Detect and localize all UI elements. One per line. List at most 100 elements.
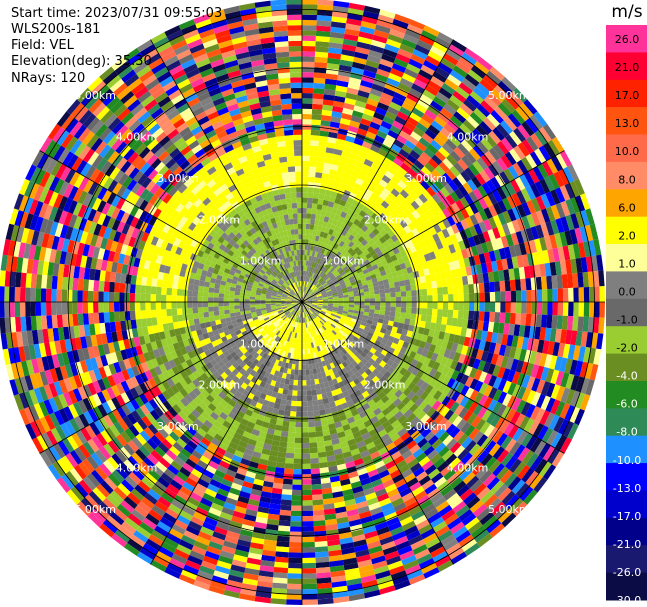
velocity-gate — [538, 127, 552, 143]
velocity-gate — [539, 237, 548, 251]
velocity-gate — [480, 137, 493, 151]
velocity-gate — [536, 379, 546, 394]
velocity-gate — [433, 345, 442, 355]
velocity-gate — [288, 426, 296, 433]
velocity-gate — [399, 77, 414, 88]
velocity-gate — [290, 411, 297, 417]
velocity-gate — [325, 211, 332, 218]
velocity-gate — [549, 328, 557, 342]
velocity-gate — [353, 290, 359, 294]
velocity-gate — [306, 304, 311, 309]
velocity-gate — [375, 326, 382, 332]
velocity-gate — [399, 189, 410, 199]
velocity-gate — [314, 546, 329, 553]
velocity-gate — [463, 238, 471, 249]
velocity-gate — [483, 219, 493, 231]
velocity-gate — [346, 344, 353, 350]
velocity-gate — [435, 354, 444, 364]
velocity-gate — [431, 337, 439, 346]
velocity-gate — [302, 187, 308, 193]
velocity-gate — [311, 234, 317, 241]
velocity-gate — [369, 88, 383, 98]
velocity-gate — [306, 202, 313, 209]
velocity-gate — [454, 361, 463, 373]
velocity-gate — [462, 410, 473, 422]
velocity-gate — [382, 208, 391, 217]
velocity-gate — [411, 384, 421, 395]
velocity-gate — [316, 394, 323, 400]
velocity-gate — [348, 175, 358, 183]
velocity-gate — [424, 366, 433, 376]
velocity-gate — [287, 389, 293, 396]
velocity-gate — [302, 458, 311, 464]
velocity-gate — [497, 80, 513, 96]
velocity-gate — [302, 82, 314, 89]
velocity-gate — [361, 281, 368, 286]
velocity-gate — [390, 254, 398, 262]
velocity-gate — [327, 52, 342, 60]
velocity-gate — [354, 100, 367, 109]
velocity-gate — [345, 184, 353, 193]
velocity-gate — [446, 226, 455, 237]
velocity-gate — [467, 236, 476, 248]
velocity-gate — [469, 443, 481, 456]
velocity-gate — [348, 309, 354, 313]
velocity-gate — [333, 281, 340, 286]
velocity-gate — [599, 286, 605, 302]
velocity-gate — [526, 290, 532, 302]
velocity-gate — [281, 494, 292, 501]
velocity-gate — [345, 270, 352, 276]
velocity-gate — [534, 326, 541, 340]
velocity-gate — [328, 252, 334, 259]
velocity-gate — [359, 168, 369, 177]
velocity-gate — [305, 265, 308, 271]
velocity-gate — [359, 274, 366, 280]
velocity-gate — [379, 360, 387, 368]
velocity-gate — [453, 111, 467, 124]
velocity-gate — [463, 355, 471, 366]
velocity-gate — [482, 272, 490, 283]
velocity-gate — [536, 302, 543, 315]
velocity-gate — [272, 577, 288, 584]
velocity-gate — [521, 337, 530, 350]
velocity-gate — [431, 154, 443, 166]
velocity-gate — [338, 321, 344, 326]
velocity-gate — [394, 115, 407, 126]
velocity-gate — [550, 204, 561, 220]
velocity-gate — [446, 215, 456, 227]
velocity-gate — [316, 230, 321, 237]
velocity-gate — [337, 204, 345, 212]
velocity-gate — [295, 422, 302, 428]
velocity-gate — [477, 232, 486, 244]
velocity-gate — [324, 189, 332, 196]
velocity-gate — [324, 276, 330, 281]
velocity-gate — [588, 347, 597, 364]
velocity-gate — [459, 123, 472, 136]
velocity-gate — [504, 280, 511, 292]
velocity-gate — [583, 302, 590, 317]
velocity-gate — [364, 242, 371, 250]
velocity-gate — [381, 274, 388, 281]
velocity-gate — [316, 436, 325, 443]
velocity-gate — [420, 151, 432, 163]
velocity-gate — [384, 183, 395, 193]
velocity-gate — [319, 409, 326, 416]
velocity-gate — [406, 390, 416, 400]
velocity-gate — [413, 173, 424, 184]
velocity-gate — [354, 302, 360, 305]
velocity-gate — [369, 347, 377, 355]
velocity-gate — [474, 302, 480, 312]
velocity-gate — [304, 354, 308, 360]
velocity-gate — [315, 431, 324, 438]
velocity-gate — [420, 222, 429, 232]
velocity-gate — [483, 194, 493, 208]
velocity-gate — [377, 318, 384, 324]
velocity-gate — [455, 86, 470, 99]
velocity-gate — [453, 242, 461, 252]
velocity-gate — [484, 134, 497, 148]
velocity-gate — [315, 567, 331, 574]
velocity-gate — [312, 98, 324, 105]
velocity-gate — [341, 236, 349, 243]
velocity-gate — [361, 239, 368, 247]
velocity-gate — [462, 182, 473, 194]
